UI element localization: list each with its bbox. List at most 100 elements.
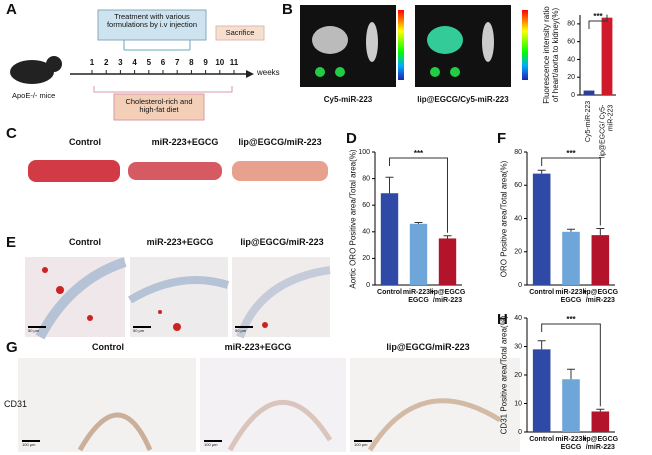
x-tick-label: Cy5-miR-223 — [585, 100, 593, 143]
aorta-photo — [128, 162, 222, 180]
y-tick-label: 60 — [514, 182, 522, 189]
week-label: 4 — [132, 58, 137, 67]
significance-label: *** — [566, 315, 576, 324]
x-tick-label: lip@EGCG/ Cy5-miR-223 — [599, 104, 614, 159]
y-tick-label: 30 — [514, 343, 522, 350]
scale-bar-label: 50 μm — [28, 328, 40, 333]
significance-label: *** — [566, 149, 576, 158]
x-tick-label: Control — [529, 289, 555, 296]
scale-bar — [22, 440, 40, 442]
group-title: Control — [69, 237, 101, 247]
week-label: 7 — [175, 58, 180, 67]
y-tick-label: 0 — [366, 282, 370, 289]
panel-label: H — [497, 311, 508, 328]
y-tick-label: 40 — [567, 56, 575, 63]
group-title: Control — [92, 342, 124, 352]
error-bar — [414, 221, 423, 224]
timeline-arrow — [246, 70, 254, 78]
scale-bar-label: 100 μm — [354, 442, 368, 447]
group-title: miR-223+EGCG — [146, 237, 214, 247]
y-tick-label: 20 — [567, 74, 575, 81]
panel-label: C — [6, 125, 17, 142]
y-tick-label: 80 — [514, 149, 522, 156]
x-tick-label: miR-223+ EGCG — [555, 289, 587, 304]
unit-text: weeks — [257, 68, 280, 77]
group-title: miR-223+EGCG — [151, 137, 219, 147]
bar — [438, 238, 457, 285]
error-bar — [596, 408, 605, 412]
error-bar — [567, 368, 575, 380]
aorta-photo — [28, 160, 120, 182]
week-label: 6 — [161, 58, 166, 67]
panel-label: A — [6, 1, 17, 18]
bar — [532, 349, 551, 432]
scale-bar-label: 100 μm — [22, 442, 36, 447]
aorta-photo — [232, 161, 328, 181]
stain-label: CD31 — [4, 399, 28, 409]
sacrifice-text: Sacrifice — [225, 28, 255, 37]
panel-label: F — [497, 130, 507, 147]
y-tick-label: 60 — [567, 39, 575, 46]
week-label: 11 — [230, 58, 239, 67]
panel-label: D — [346, 130, 357, 147]
y-tick-label: 40 — [362, 229, 370, 236]
scale-bar — [204, 440, 222, 442]
cd31-section — [18, 358, 196, 452]
bracket — [123, 40, 191, 51]
week-label: 3 — [118, 58, 123, 67]
error-bar — [567, 228, 575, 232]
panel-label: E — [6, 234, 17, 251]
significance-bracket — [541, 323, 601, 407]
significance-label: *** — [593, 12, 603, 21]
bar — [409, 223, 428, 285]
bar — [562, 379, 580, 432]
y-axis-label: Fluorescence intensity ratio of heart/ao… — [542, 6, 560, 104]
treatment-box — [97, 9, 207, 41]
y-tick-label: 20 — [514, 249, 522, 256]
x-tick-label: lip@EGCG /miR-223 — [429, 289, 466, 304]
image-caption: lip@EGCG/Cy5-miR-223 — [417, 95, 509, 104]
colorbar — [522, 10, 528, 80]
diet-text: Cholesterol-rich and high-fat diet — [125, 97, 193, 115]
bar — [591, 411, 610, 432]
x-tick-label: lip@EGCG /miR-223 — [582, 289, 619, 304]
significance-label: *** — [414, 149, 424, 158]
mouse-text: ApoE-/- mice — [12, 91, 56, 100]
scale-bar — [235, 326, 253, 328]
significance-bracket — [389, 157, 448, 233]
week-label: 1 — [90, 58, 95, 67]
significance-bracket — [588, 14, 608, 29]
week-label: 2 — [104, 58, 109, 67]
y-tick-label: 80 — [362, 175, 370, 182]
significance-bracket — [541, 157, 601, 226]
x-tick-label: Control — [377, 289, 402, 296]
group-title: miR-223+EGCG — [224, 342, 292, 352]
scale-bar-label: 100 μm — [204, 442, 218, 447]
scale-bar-label: 50 μm — [235, 328, 247, 333]
week-label: 9 — [203, 58, 208, 67]
y-tick-label: 20 — [514, 372, 522, 379]
x-tick-label: Control — [529, 436, 555, 443]
bar — [583, 90, 595, 95]
bar — [562, 231, 580, 285]
treatment-text: Treatment with various formulations by i… — [106, 12, 198, 30]
group-title: lip@EGCG/miR-223 — [238, 137, 322, 147]
y-axis-label: CD31 Positive area/Total area(%) — [499, 315, 509, 435]
error-bar — [385, 176, 394, 194]
week-label: 5 — [147, 58, 152, 67]
group-title: Control — [69, 137, 101, 147]
y-axis-label: ORO Positive area/Total area(%) — [499, 160, 509, 277]
y-tick-label: 40 — [514, 215, 522, 222]
mouse-icon — [46, 56, 62, 72]
panel-label: B — [282, 1, 293, 18]
week-label: 10 — [215, 58, 224, 67]
y-tick-label: 0 — [571, 92, 575, 99]
y-tick-label: 40 — [514, 315, 522, 322]
colorbar — [398, 10, 404, 80]
scale-bar — [28, 326, 46, 328]
bracket — [93, 86, 233, 93]
mouse-icon — [10, 60, 54, 84]
image-caption: Cy5-miR-223 — [323, 95, 373, 104]
